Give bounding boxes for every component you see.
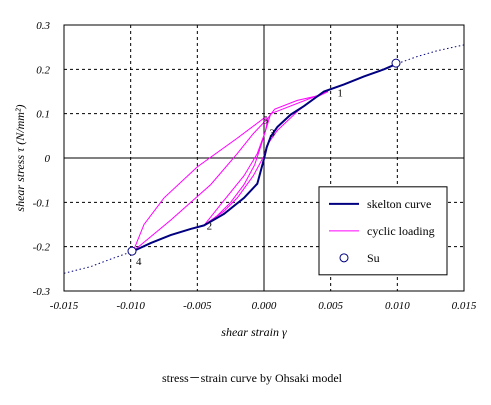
su-marker [127,246,137,256]
x-tick-label: 0.015 [452,300,477,312]
x-axis-title: shear strain γ [221,325,287,339]
y-tick-label: -0.2 [33,242,51,254]
y-tick-label: 0.1 [36,109,50,121]
grid [64,25,464,291]
y-tick-label: 0 [45,153,51,165]
x-tick-label: 0.000 [252,300,277,312]
tick-labels: -0.015 -0.010 -0.005 0.000 0.005 0.010 0.015 -0… [33,20,477,312]
x-tick-label: 0.005 [318,300,343,312]
series-group [63,44,465,274]
x-tick-label: -0.010 [116,300,145,312]
y-tick-label: 0.2 [36,64,50,76]
point-label: 2 [207,220,213,232]
point-label: 5 [263,114,269,126]
skeleton-extension-upper [397,44,465,65]
y-tick-label: -0.3 [33,286,51,298]
y-tick-label: -0.1 [33,197,50,209]
x-tick-label: -0.015 [50,300,79,312]
point-label: 3 [269,128,275,140]
cyclic-loading-line [132,117,269,252]
point-label: 4 [136,256,142,268]
cyclic-loading-line [132,117,268,252]
su-marker [391,58,401,68]
x-tick-label: -0.005 [183,300,212,312]
legend-label: cyclic loading [367,224,435,238]
figure-caption: stress－strain curve by Ohsaki model [162,371,343,385]
su-markers [127,58,401,256]
legend-label: Su [367,251,380,265]
point-label: 1 [337,87,343,99]
legend-swatch-su [339,253,349,263]
y-axis-title: shear stress τ (N/mm²) [13,104,27,211]
legend: skelton curve cyclic loading Su [318,186,448,276]
skeleton-curve-line [132,62,398,253]
plot-frame [63,24,465,292]
cyclic-loading-line [203,91,329,226]
cyclic-loading-line [203,118,269,226]
skeleton-extension-lower [63,250,134,274]
point-labels: 1 2 3 4 5 [136,87,343,267]
x-tick-label: 0.010 [385,300,410,312]
y-tick-label: 0.3 [36,20,50,32]
legend-label: skelton curve [367,197,431,211]
